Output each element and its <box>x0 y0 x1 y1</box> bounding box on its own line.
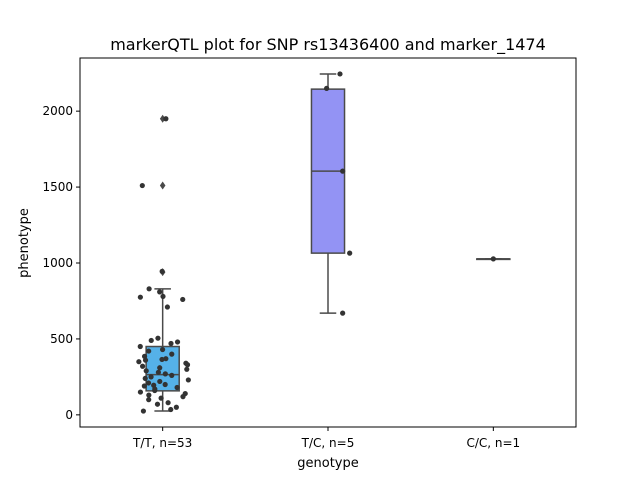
point-0-39 <box>174 384 180 391</box>
point-0-51 <box>168 406 174 413</box>
point-0-20 <box>142 357 149 363</box>
x-axis-label: genotype <box>297 456 358 471</box>
y-tick-label-3: 1500 <box>42 180 73 194</box>
outlier-0-1 <box>159 181 166 190</box>
x-tick-label-0: T/T, n=53 <box>132 436 192 450</box>
point-0-33 <box>185 377 191 383</box>
point-0-41 <box>152 387 158 394</box>
point-0-6 <box>137 294 143 300</box>
point-0-36 <box>162 381 168 388</box>
point-0-10 <box>148 337 154 344</box>
point-0-15 <box>146 348 152 354</box>
point-0-23 <box>184 362 191 368</box>
point-0-3 <box>146 286 152 292</box>
point-1-4 <box>340 310 346 316</box>
point-0-18 <box>163 356 169 362</box>
chart-title: markerQTL plot for SNP rs13436400 and ma… <box>110 35 546 55</box>
point-layer <box>136 71 496 414</box>
point-0-8 <box>164 304 170 310</box>
y-tick-label-2: 1000 <box>42 256 73 270</box>
outlier-0-2 <box>159 114 166 123</box>
point-0-13 <box>137 343 143 350</box>
y-axis-label: phenotype <box>17 208 32 278</box>
point-0-2 <box>139 182 145 189</box>
point-1-3 <box>347 250 353 256</box>
point-0-45 <box>180 394 186 400</box>
point-0-7 <box>180 296 186 303</box>
point-0-21 <box>136 359 142 365</box>
point-0-42 <box>137 389 144 395</box>
point-0-48 <box>165 400 171 406</box>
point-2-0 <box>490 256 496 262</box>
point-0-27 <box>143 368 149 374</box>
point-0-52 <box>140 408 147 414</box>
point-0-5 <box>160 293 166 300</box>
point-0-1 <box>163 116 169 122</box>
point-0-11 <box>174 339 181 345</box>
point-0-19 <box>159 356 165 363</box>
point-0-44 <box>146 392 152 398</box>
point-0-29 <box>162 371 168 377</box>
point-0-26 <box>184 366 190 372</box>
point-1-2 <box>340 168 346 174</box>
point-0-34 <box>157 378 163 385</box>
point-0-50 <box>173 404 179 410</box>
point-0-30 <box>169 372 175 378</box>
x-axis: T/T, n=53 T/C, n=5 C/C, n=1 <box>132 427 520 450</box>
x-tick-label-1: T/C, n=5 <box>301 436 355 450</box>
point-1-0 <box>337 71 343 77</box>
point-1-1 <box>324 85 330 91</box>
x-tick-label-2: C/C, n=1 <box>466 436 520 450</box>
point-0-9 <box>155 335 161 341</box>
point-0-49 <box>154 401 161 407</box>
point-0-4 <box>157 289 163 295</box>
point-0-47 <box>146 397 152 403</box>
y-tick-label-1: 500 <box>50 332 73 346</box>
y-tick-label-0: 0 <box>65 408 73 422</box>
point-0-24 <box>140 363 146 369</box>
point-0-12 <box>168 340 174 347</box>
point-0-16 <box>169 351 175 357</box>
y-axis: 0 500 1000 1500 2000 <box>42 104 80 422</box>
point-0-25 <box>157 365 163 371</box>
point-0-0 <box>159 268 165 274</box>
y-tick-label-4: 2000 <box>42 104 73 118</box>
point-0-31 <box>148 374 154 380</box>
point-0-35 <box>145 380 152 386</box>
point-0-14 <box>159 346 166 353</box>
point-0-28 <box>155 369 161 375</box>
point-0-38 <box>141 383 147 389</box>
point-0-46 <box>158 395 164 401</box>
plot-area <box>79 57 577 428</box>
point-0-32 <box>142 375 148 382</box>
